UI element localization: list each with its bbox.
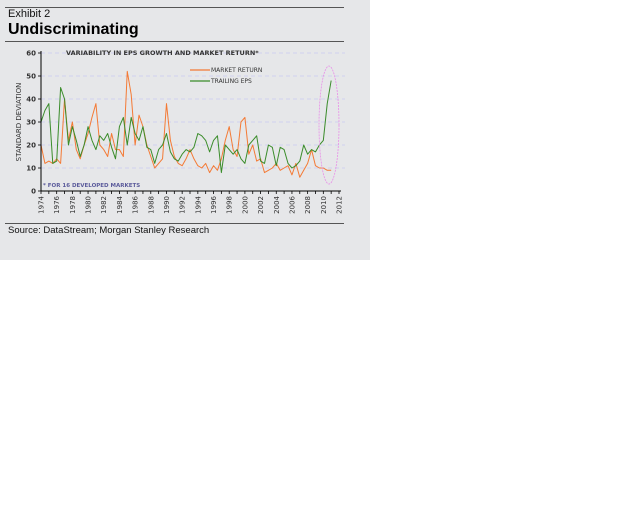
source-note: Source: DataStream; Morgan Stanley Resea…: [8, 225, 210, 236]
x-tick-label: 2002: [257, 196, 265, 214]
x-tick-label: 1976: [53, 195, 61, 213]
y-tick-label: 0: [31, 188, 36, 196]
footnote: * FOR 16 DEVELOPED MARKETS: [43, 183, 140, 189]
legend-label-market: MARKET RETURN: [211, 67, 262, 74]
exhibit-title: Undiscriminating: [8, 21, 139, 38]
x-tick-label: 1982: [100, 196, 108, 214]
x-tick-label: 1994: [194, 195, 202, 213]
trailing-eps-line: [40, 80, 332, 174]
exhibit-panel: Exhibit 2 Undiscriminating VARIABILITY I…: [0, 0, 370, 260]
highlight-ellipse: [318, 65, 340, 185]
legend-label-eps: TRAILING EPS: [210, 78, 252, 85]
y-tick-label: 60: [26, 50, 36, 58]
x-tick-label: 1974: [38, 195, 46, 213]
x-tick-label: 2010: [320, 196, 328, 214]
chart-title: VARIABILITY IN EPS GROWTH AND MARKET RET…: [66, 49, 259, 57]
x-tick-label: 2004: [273, 195, 281, 213]
x-tick-label: 1998: [226, 196, 234, 214]
y-tick-label: 20: [26, 142, 36, 150]
x-tick-label: 2008: [304, 196, 312, 214]
x-tick-label: 1990: [163, 196, 171, 214]
bottom-rule: [5, 223, 344, 224]
y-tick-label: 10: [26, 165, 36, 173]
x-tick-label: 2000: [241, 196, 249, 214]
y-tick-label: 40: [26, 96, 36, 104]
market-return-line: [40, 70, 332, 178]
x-tick-label: 1980: [85, 196, 93, 214]
exhibit-label: Exhibit 2: [8, 8, 51, 20]
x-tick-label: 1986: [132, 195, 140, 213]
x-tick-label: 1992: [179, 196, 187, 214]
top-rule: [5, 7, 344, 8]
x-tick-label: 1978: [69, 196, 77, 214]
chart: VARIABILITY IN EPS GROWTH AND MARKET RET…: [15, 49, 345, 214]
x-tick-label: 2006: [288, 195, 296, 213]
title-rule: [5, 41, 344, 42]
x-tick-label: 1996: [210, 195, 218, 213]
y-axis-label: STANDARD DEVIATION: [15, 83, 23, 162]
x-tick-label: 2012: [336, 196, 344, 214]
y-tick-label: 50: [26, 73, 36, 81]
y-tick-label: 30: [26, 119, 36, 127]
x-tick-label: 1988: [147, 196, 155, 214]
x-tick-label: 1984: [116, 195, 124, 213]
